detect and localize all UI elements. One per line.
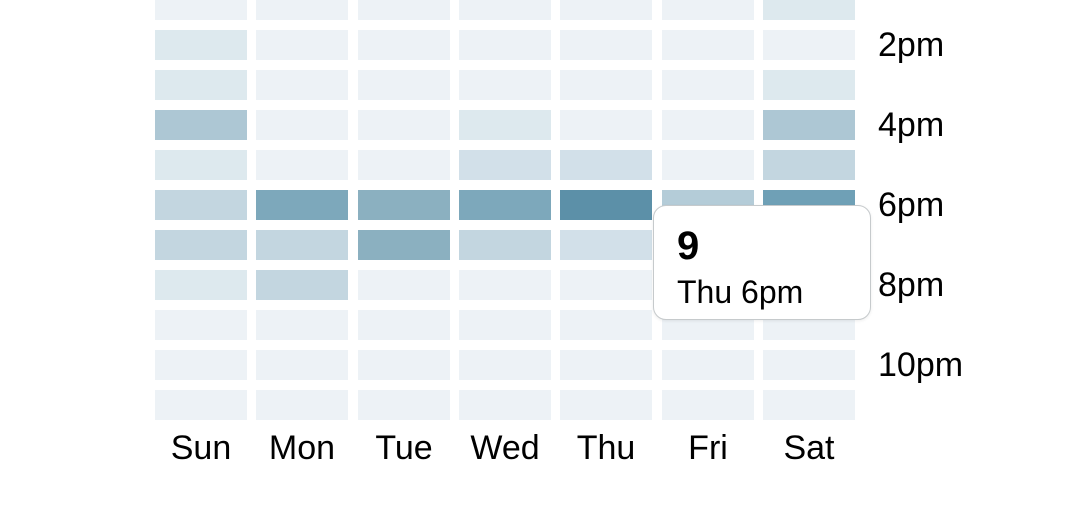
heatmap-cell-Tue-7pm[interactable] [358, 230, 450, 260]
heatmap-cell-Sun-9pm[interactable] [155, 310, 247, 340]
heatmap-cell-Sat-1pm[interactable] [763, 0, 855, 20]
heatmap-cell-Wed-5pm[interactable] [459, 150, 551, 180]
day-label-Sat: Sat [783, 429, 835, 467]
heatmap-cell-Wed-9pm[interactable] [459, 310, 551, 340]
day-label-Fri: Fri [688, 429, 728, 467]
heatmap-cell-Tue-11pm[interactable] [358, 390, 450, 420]
heatmap-cell-Tue-1pm[interactable] [358, 0, 450, 20]
heatmap-cell-Tue-2pm[interactable] [358, 30, 450, 60]
heatmap-cell-Tue-4pm[interactable] [358, 110, 450, 140]
heatmap-cell-Sat-11pm[interactable] [763, 390, 855, 420]
heatmap-cell-Mon-7pm[interactable] [256, 230, 348, 260]
day-label-Sun: Sun [170, 429, 232, 467]
heatmap-cell-Tue-6pm[interactable] [358, 190, 450, 220]
heatmap-cell-Wed-8pm[interactable] [459, 270, 551, 300]
heatmap-cell-Fri-2pm[interactable] [662, 30, 754, 60]
heatmap-cell-Mon-9pm[interactable] [256, 310, 348, 340]
day-label-Wed: Wed [470, 429, 540, 467]
heatmap-cell-Tue-10pm[interactable] [358, 350, 450, 380]
heatmap-cell-Mon-6pm[interactable] [256, 190, 348, 220]
heatmap-cell-Mon-1pm[interactable] [256, 0, 348, 20]
heatmap-cell-Fri-10pm[interactable] [662, 350, 754, 380]
heatmap-cell-Mon-3pm[interactable] [256, 70, 348, 100]
tooltip-value: 9 [677, 224, 700, 268]
heatmap-cell-Thu-4pm[interactable] [560, 110, 652, 140]
heatmap-cell-Thu-2pm[interactable] [560, 30, 652, 60]
heatmap-cell-Thu-7pm[interactable] [560, 230, 652, 260]
heatmap-cell-Sun-10pm[interactable] [155, 350, 247, 380]
heatmap-cell-Sun-8pm[interactable] [155, 270, 247, 300]
heatmap-cell-Sat-10pm[interactable] [763, 350, 855, 380]
heatmap-cell-Sat-4pm[interactable] [763, 110, 855, 140]
heatmap-cell-Wed-11pm[interactable] [459, 390, 551, 420]
heatmap-cell-Wed-4pm[interactable] [459, 110, 551, 140]
heatmap-cell-Tue-5pm[interactable] [358, 150, 450, 180]
heatmap-cell-Sun-11pm[interactable] [155, 390, 247, 420]
heatmap-cell-Fri-3pm[interactable] [662, 70, 754, 100]
time-label-6pm: 6pm [878, 186, 945, 224]
heatmap-cell-Mon-8pm[interactable] [256, 270, 348, 300]
heatmap-cell-Mon-5pm[interactable] [256, 150, 348, 180]
heatmap-cell-Sun-6pm[interactable] [155, 190, 247, 220]
heatmap-cell-Wed-6pm[interactable] [459, 190, 551, 220]
day-label-Tue: Tue [375, 429, 433, 467]
heatmap-cell-Thu-5pm[interactable] [560, 150, 652, 180]
heatmap-cell-Sun-4pm[interactable] [155, 110, 247, 140]
heatmap-cell-Sun-5pm[interactable] [155, 150, 247, 180]
heatmap-cell-Mon-11pm[interactable] [256, 390, 348, 420]
heatmap-cell-Sat-3pm[interactable] [763, 70, 855, 100]
heatmap-cell-Mon-4pm[interactable] [256, 110, 348, 140]
time-label-2pm: 2pm [878, 26, 945, 64]
heatmap-cell-Mon-2pm[interactable] [256, 30, 348, 60]
heatmap-cell-Wed-2pm[interactable] [459, 30, 551, 60]
heatmap-cell-Fri-5pm[interactable] [662, 150, 754, 180]
heatmap-cell-Sun-7pm[interactable] [155, 230, 247, 260]
heatmap-cell-Mon-10pm[interactable] [256, 350, 348, 380]
heatmap-cell-Wed-10pm[interactable] [459, 350, 551, 380]
heatmap-cell-Thu-1pm[interactable] [560, 0, 652, 20]
heatmap-cell-Sun-1pm[interactable] [155, 0, 247, 20]
time-label-4pm: 4pm [878, 106, 945, 144]
heatmap-cell-Wed-1pm[interactable] [459, 0, 551, 20]
heatmap-cell-Wed-3pm[interactable] [459, 70, 551, 100]
heatmap-cell-Sat-5pm[interactable] [763, 150, 855, 180]
heatmap-cell-Thu-6pm[interactable] [560, 190, 652, 220]
heatmap-cell-Tue-9pm[interactable] [358, 310, 450, 340]
heatmap-cell-Thu-10pm[interactable] [560, 350, 652, 380]
heatmap-cell-Thu-11pm[interactable] [560, 390, 652, 420]
day-label-Thu: Thu [576, 429, 636, 467]
heatmap-cell-Sun-2pm[interactable] [155, 30, 247, 60]
heatmap-cell-Thu-9pm[interactable] [560, 310, 652, 340]
heatmap-cell-Fri-4pm[interactable] [662, 110, 754, 140]
heatmap-cell-Thu-3pm[interactable] [560, 70, 652, 100]
heatmap-cell-Fri-11pm[interactable] [662, 390, 754, 420]
tooltip: 9 Thu 6pm [653, 205, 871, 320]
heatmap-cell-Tue-3pm[interactable] [358, 70, 450, 100]
heatmap-cell-Sat-2pm[interactable] [763, 30, 855, 60]
heatmap-cell-Sun-3pm[interactable] [155, 70, 247, 100]
heatmap-cell-Fri-1pm[interactable] [662, 0, 754, 20]
tooltip-label: Thu 6pm [677, 274, 804, 310]
day-label-Mon: Mon [268, 429, 336, 467]
heatmap-cell-Thu-8pm[interactable] [560, 270, 652, 300]
heatmap-cell-Tue-8pm[interactable] [358, 270, 450, 300]
time-label-10pm: 10pm [878, 346, 964, 384]
time-label-8pm: 8pm [878, 266, 945, 304]
heatmap-cell-Wed-7pm[interactable] [459, 230, 551, 260]
